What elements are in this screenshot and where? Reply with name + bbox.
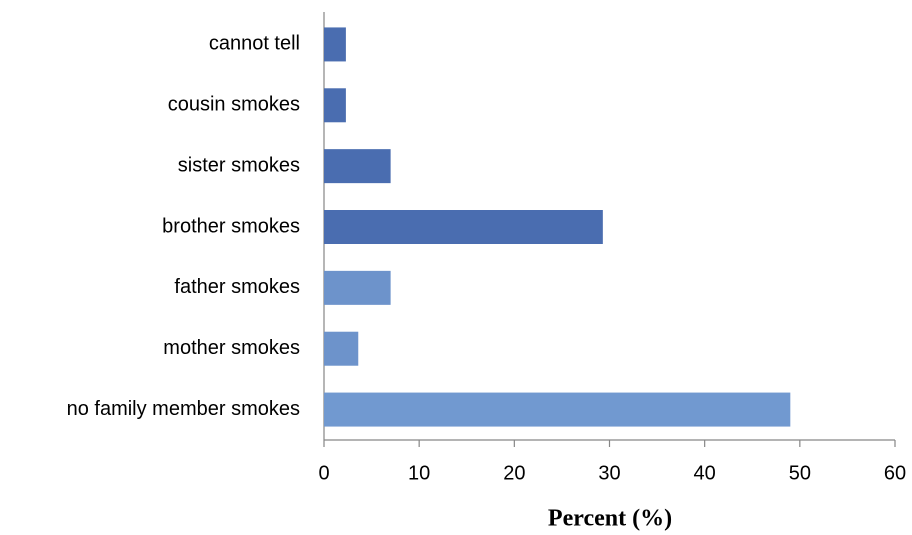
x-tick-label: 60 <box>884 462 906 484</box>
bar <box>324 149 391 184</box>
y-tick-label: brother smokes <box>162 215 300 237</box>
bar <box>324 210 603 244</box>
bar <box>324 27 346 62</box>
x-tick-label: 0 <box>318 462 329 484</box>
bar <box>324 270 391 305</box>
x-tick-label: 30 <box>598 462 620 484</box>
y-tick-label: sister smokes <box>178 154 300 176</box>
y-tick-label: father smokes <box>174 276 300 298</box>
bar <box>324 88 346 123</box>
y-tick-label: no family member smokes <box>67 398 300 420</box>
y-tick-label: mother smokes <box>163 337 300 359</box>
x-tick-label: 40 <box>694 462 716 484</box>
bar <box>324 331 359 366</box>
x-tick-label: 50 <box>789 462 811 484</box>
y-tick-label: cannot tell <box>209 33 300 55</box>
x-axis-label: Percent (%) <box>548 506 672 532</box>
x-tick-label: 10 <box>408 462 430 484</box>
x-tick-label: 20 <box>503 462 525 484</box>
bar <box>324 392 791 427</box>
y-tick-label: cousin smokes <box>168 94 300 116</box>
